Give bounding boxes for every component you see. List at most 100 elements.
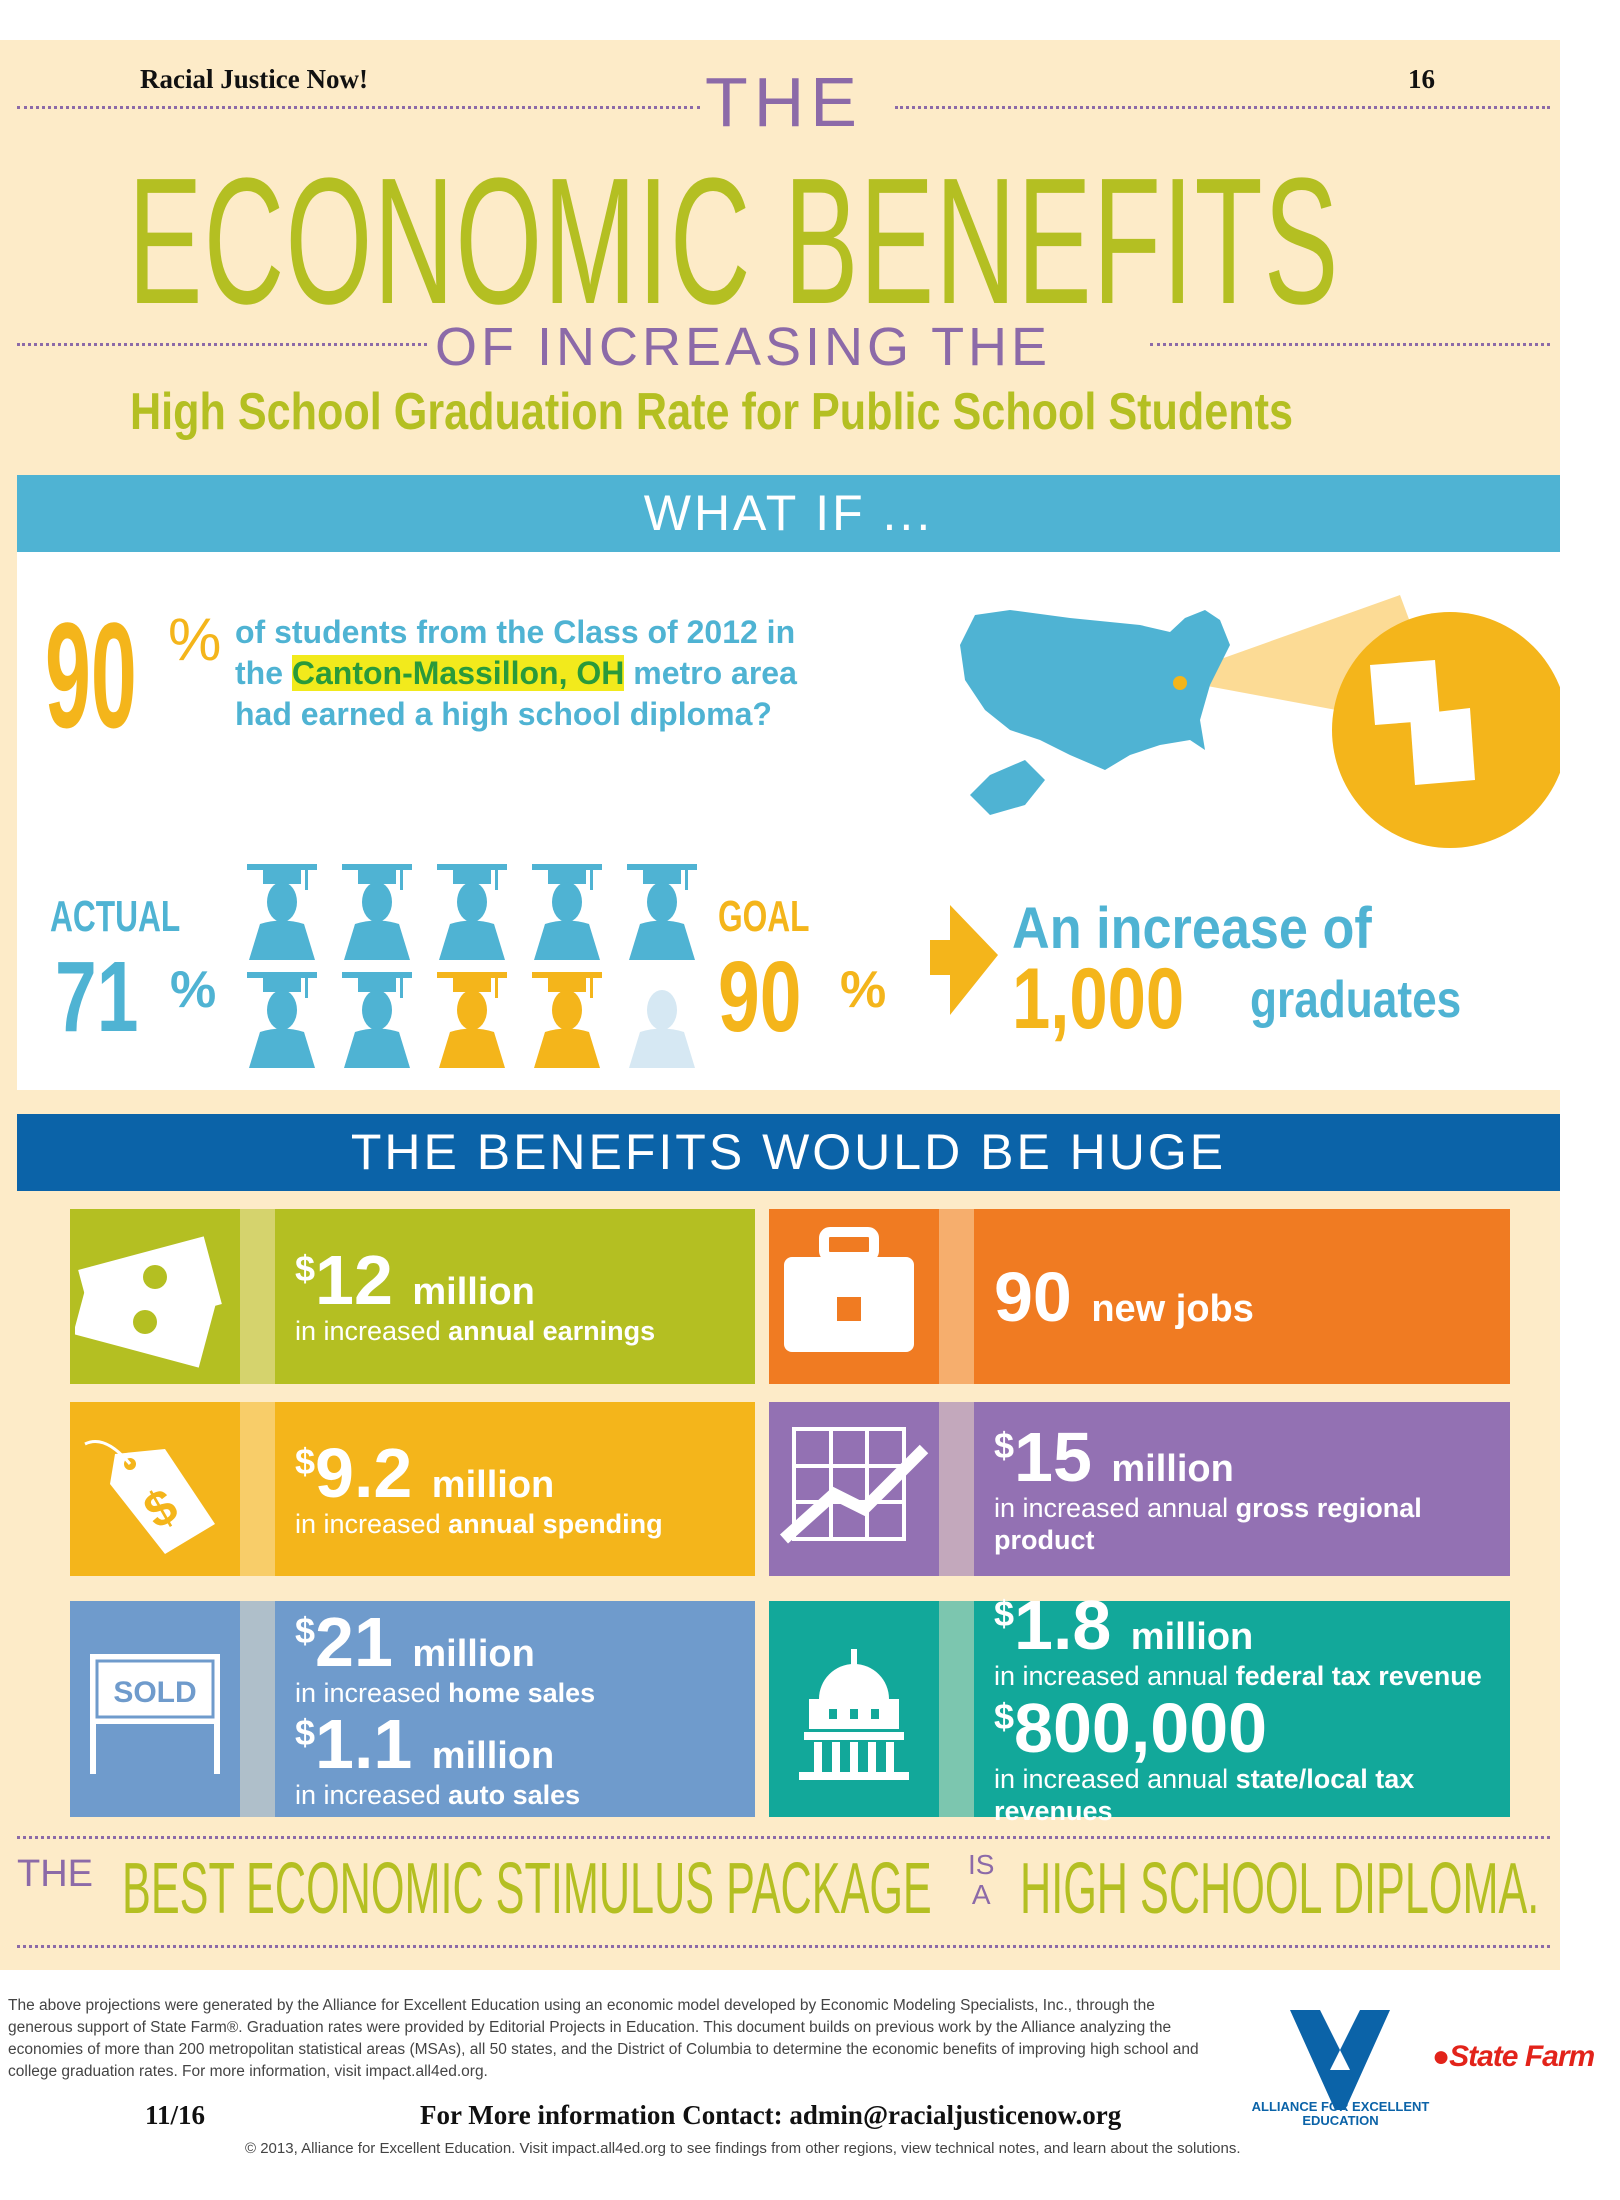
actual-label: ACTUAL [50, 892, 181, 941]
what-if-banner: WHAT IF ... [17, 475, 1560, 552]
unit: million [412, 1632, 535, 1675]
amount: 12 [315, 1241, 393, 1320]
what-if-line-2a: the [235, 655, 283, 691]
graduate-icon [245, 862, 317, 962]
benefit-description: in increased annual earnings [295, 1315, 735, 1347]
target-percent-sign: % [168, 606, 222, 673]
svg-text:SOLD: SOLD [113, 1676, 196, 1709]
unit: new jobs [1091, 1287, 1254, 1330]
title-subline: OF INCREASING THE [435, 317, 1052, 377]
amount: 9.2 [315, 1433, 413, 1512]
card-divider [240, 1402, 275, 1576]
description-bold: home sales [448, 1677, 596, 1708]
divider [1150, 343, 1550, 346]
graduate-icon [435, 862, 507, 962]
benefit-value: $12 million [295, 1245, 735, 1315]
goal-value: 90 [718, 941, 802, 1053]
benefit-description: in increased annual spending [295, 1508, 735, 1540]
what-if-line-3: had earned a high school diploma? [235, 696, 772, 732]
copyright: © 2013, Alliance for Excellent Education… [245, 2140, 1241, 2157]
page-title: ECONOMIC BENEFITS [128, 141, 1340, 342]
benefit-value: $1.1 million [295, 1709, 735, 1779]
description-text: in increased annual [994, 1492, 1236, 1523]
growth-chart-icon [769, 1402, 939, 1576]
title-the: THE [705, 63, 863, 141]
currency: $ [994, 1593, 1015, 1635]
currency: $ [295, 1248, 316, 1290]
increase-label: An increase of [1012, 896, 1372, 961]
description-bold: federal tax revenue [1235, 1661, 1482, 1692]
description-text: in increased [295, 1677, 449, 1708]
briefcase-icon [769, 1209, 939, 1384]
tagline-a: A [971, 1879, 991, 1910]
amount: 90 [994, 1257, 1072, 1336]
currency: $ [994, 1424, 1015, 1466]
card-divider [939, 1402, 974, 1576]
unit: million [431, 1735, 555, 1777]
unit: million [1111, 1447, 1234, 1490]
page-number: 16 [1408, 64, 1435, 94]
benefit-card: $15 million in increased annual gross reg… [769, 1402, 1510, 1576]
metro-area-highlight: Canton-Massillon, OH [291, 655, 625, 691]
capitol-building-icon [769, 1601, 939, 1817]
description-text: in increased [295, 1316, 449, 1347]
divider [895, 106, 1550, 109]
benefit-card: 90 new jobs [769, 1209, 1510, 1384]
us-map-icon [960, 595, 1560, 848]
tagline-is: IS [968, 1849, 995, 1880]
what-if-text: of students from the Class of 2012 in th… [235, 612, 797, 735]
org-name: Racial Justice Now! [140, 64, 368, 94]
money-icon [70, 1209, 240, 1384]
description-bold: auto sales [448, 1780, 581, 1810]
benefit-value: $800,000 [994, 1693, 1490, 1763]
statefarm-logo-text: State Farm [1449, 2040, 1595, 2073]
benefit-value: $9.2 million [295, 1438, 735, 1508]
description-text: in increased [295, 1508, 449, 1539]
statefarm-logo: ●State Farm [1432, 2040, 1595, 2074]
person-icon [625, 970, 695, 1070]
benefit-description: in increased auto sales [295, 1779, 735, 1811]
graduate-icon [435, 970, 507, 1070]
benefit-card: $1.8 million in increased annual federal … [769, 1590, 1510, 1826]
description-text: in increased annual [994, 1763, 1236, 1794]
what-if-line-2c: metro area [633, 655, 797, 691]
amount: 21 [315, 1602, 393, 1681]
increase-unit: graduates [1250, 971, 1462, 1029]
description-text: in increased annual [994, 1661, 1236, 1692]
currency: $ [994, 1695, 1015, 1737]
benefit-card: SOLD $21 million in increased home sales $1… [70, 1601, 755, 1817]
benefit-card: $12 million in increased annual earnings [70, 1209, 755, 1384]
sold-sign-icon: SOLD [70, 1601, 240, 1817]
price-tag-icon: $ [70, 1402, 240, 1576]
tagline-part-1: BEST ECONOMIC STIMULUS PACKAGE [122, 1849, 932, 1929]
benefit-value: $21 million [295, 1607, 735, 1677]
benefit-value: $1.8 million [994, 1590, 1490, 1660]
benefit-description: in increased annual federal tax revenue [994, 1660, 1490, 1692]
divider [17, 1836, 1550, 1839]
actual-value: 71 [55, 941, 139, 1053]
graduate-icon [340, 862, 412, 962]
description-bold: gross regional product [994, 1492, 1422, 1555]
benefit-card: $ $9.2 million in increased annual spendin… [70, 1402, 755, 1576]
graduate-icon [625, 862, 697, 962]
unit: million [431, 1463, 555, 1506]
benefits-banner: THE BENEFITS WOULD BE HUGE [17, 1114, 1560, 1191]
graduate-icon [530, 970, 602, 1070]
tagline-is-a: IS A [968, 1850, 994, 1910]
divider [17, 343, 427, 346]
goal-label: GOAL [718, 892, 810, 941]
card-divider [240, 1601, 275, 1817]
benefit-description: in increased annual gross regional produ… [994, 1492, 1490, 1557]
amount: 1.8 [1014, 1586, 1112, 1665]
what-if-line-1: of students from the Class of 2012 in [235, 614, 796, 650]
description-text: in increased [295, 1780, 449, 1810]
card-divider [939, 1601, 974, 1817]
footnote: The above projections were generated by … [8, 1997, 1199, 2080]
currency: $ [295, 1609, 316, 1651]
tagline-the: THE [17, 1853, 93, 1895]
increase-value: 1,000 [1012, 951, 1185, 1047]
footer-date: 11/16 [145, 2100, 206, 2130]
graduate-icon [245, 970, 317, 1070]
actual-pct: % [170, 961, 217, 1019]
currency: $ [295, 1440, 316, 1482]
